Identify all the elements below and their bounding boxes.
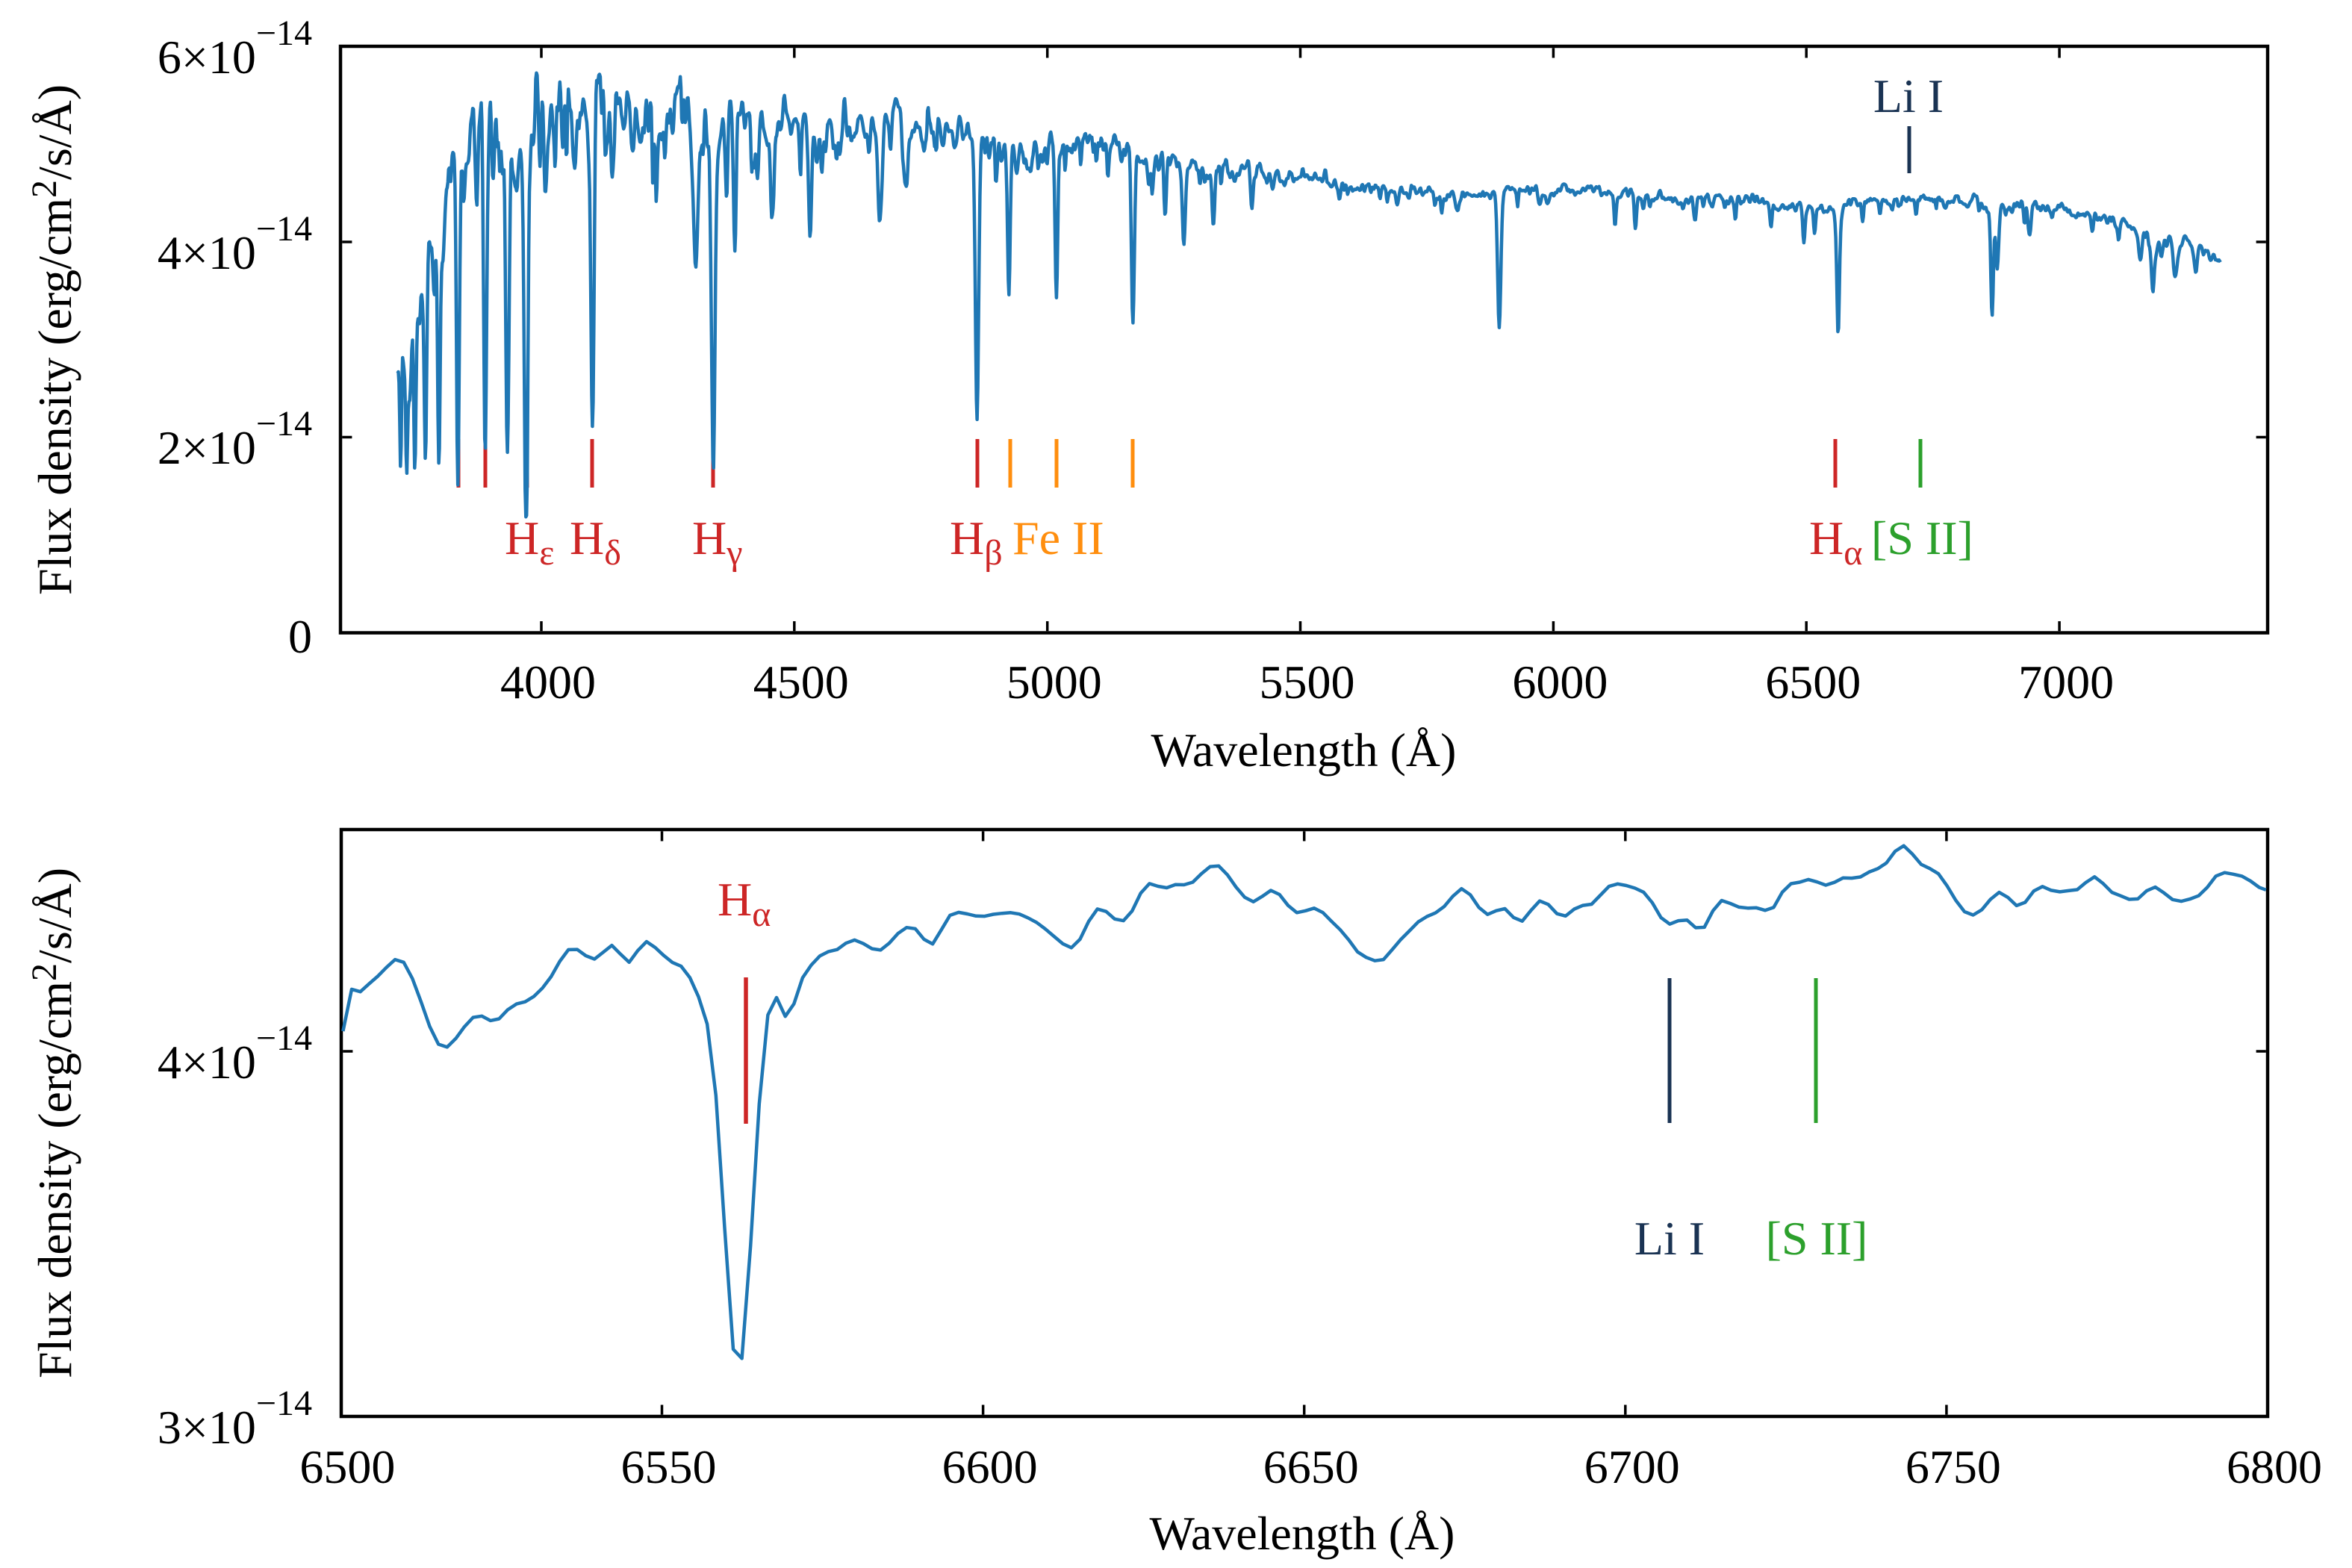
svg-text:Wavelength (Å): Wavelength (Å) [1151, 724, 1457, 777]
svg-text:6000: 6000 [1512, 656, 1608, 709]
svg-text:6500: 6500 [1765, 656, 1861, 709]
svg-text:5000: 5000 [1007, 656, 1102, 709]
svg-text:Flux density (erg/cm2/s/Å): Flux density (erg/cm2/s/Å) [25, 868, 81, 1378]
svg-text:Wavelength (Å): Wavelength (Å) [1150, 1507, 1455, 1560]
svg-text:6500: 6500 [299, 1440, 395, 1493]
svg-text:7000: 7000 [2018, 656, 2114, 709]
svg-text:6600: 6600 [942, 1440, 1038, 1493]
svg-text:0: 0 [288, 610, 312, 663]
svg-text:6550: 6550 [621, 1440, 717, 1493]
svg-text:[S II]: [S II] [1871, 511, 1973, 564]
svg-text:Flux density (erg/cm2/s/Å): Flux density (erg/cm2/s/Å) [25, 84, 81, 595]
svg-text:4500: 4500 [753, 656, 849, 709]
svg-text:6800: 6800 [2227, 1440, 2322, 1493]
svg-text:Li I: Li I [1873, 69, 1944, 122]
svg-text:Li I: Li I [1634, 1212, 1705, 1265]
svg-text:4000: 4000 [500, 656, 596, 709]
svg-text:6750: 6750 [1905, 1440, 2001, 1493]
svg-text:Fe II: Fe II [1012, 511, 1104, 564]
svg-text:6650: 6650 [1263, 1440, 1359, 1493]
svg-text:6700: 6700 [1584, 1440, 1680, 1493]
svg-text:5500: 5500 [1260, 656, 1355, 709]
svg-text:[S II]: [S II] [1766, 1212, 1868, 1265]
